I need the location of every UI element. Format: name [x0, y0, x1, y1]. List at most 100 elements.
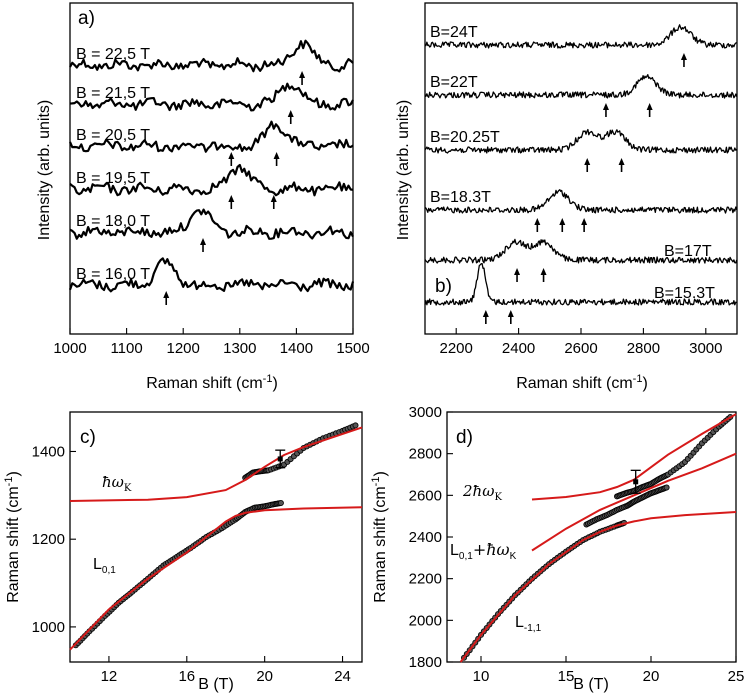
x-tick-label: 1200: [167, 340, 200, 357]
x-tick-label: 10: [473, 668, 490, 685]
panel-c-hwk-label: ħωK: [102, 473, 132, 494]
peak-arrow: [584, 158, 591, 165]
panel-d: d) 10 15 20 25 1800 2000 2200 2400 2600 2800 3000…: [370, 404, 744, 693]
panel-a-letter: a): [78, 8, 95, 29]
spectrum-trace: [424, 238, 738, 264]
spectrum-trace: [69, 208, 354, 240]
panel-d-ylabel: Raman shift (cm-1): [370, 471, 389, 603]
peak-arrow: [514, 268, 521, 275]
x-tick-label: 2600: [564, 340, 597, 357]
fit-curve: [531, 413, 737, 501]
x-tick-label: 3000: [689, 340, 722, 357]
spectrum-trace: [68, 120, 354, 153]
peak-arrow: [273, 152, 280, 159]
panel-a: a) B = 22,5 T B = 21,5 T B = 20,5 T B = 19,…: [36, 2, 370, 392]
y-tick-label: 3000: [409, 404, 442, 421]
peak-arrow: [163, 291, 170, 298]
x-tick-label: 25: [728, 668, 745, 685]
fit-curve: [69, 426, 363, 502]
spectrum-trace: [69, 163, 354, 197]
y-tick-label: 1200: [32, 531, 65, 548]
trace-label: B = 19,5 T: [76, 170, 150, 187]
panel-a-xlabel: Raman shift (cm-1): [146, 373, 278, 392]
spectrum-trace: [69, 39, 354, 73]
peak-arrow: [559, 218, 566, 225]
panel-d-yticks: 1800 2000 2200 2400 2600 2800 3000: [409, 404, 453, 671]
spectrum-trace: [424, 262, 737, 306]
spectrum-trace: [424, 189, 738, 214]
trace-label: B=24T: [430, 24, 478, 41]
panel-c-frame: [69, 411, 363, 663]
trace-label: B = 22,5 T: [76, 46, 150, 63]
panel-b-xlabel: Raman shift (cm-1): [516, 373, 648, 392]
y-tick-label: 1000: [32, 619, 65, 636]
spectrum-trace: [68, 257, 355, 293]
panel-a-ylabel: Intensity (arb. units): [36, 100, 53, 241]
trace-label: B=22T: [430, 74, 478, 91]
x-tick-label: 1300: [223, 340, 256, 357]
fit-curve: [531, 452, 737, 552]
peak-arrow: [507, 310, 514, 317]
panel-a-traces: B = 22,5 T B = 21,5 T B = 20,5 T B = 19,5 T…: [68, 39, 355, 305]
panel-a-xticks: 1000 1100 1200 1300 1400 1500: [53, 328, 370, 357]
panel-d-lsum-label: L0,1+ħωK: [450, 540, 517, 562]
x-tick-label: 1000: [53, 340, 86, 357]
panel-c-l01-label: L0,1: [93, 556, 116, 576]
panel-d-lm11-label: L-1,1: [515, 614, 542, 634]
trace-label: B = 21,5 T: [76, 85, 150, 102]
x-tick-label: 1400: [280, 340, 313, 357]
panel-b-xticks: 2200 2400 2600 2800 3000: [440, 328, 722, 357]
x-tick-label: 24: [334, 668, 351, 685]
peak-arrow: [299, 71, 306, 78]
y-tick-label: 2800: [409, 446, 442, 463]
peak-arrow: [482, 310, 489, 317]
panel-d-xticks: 10 15 20 25: [473, 656, 745, 685]
x-tick-label: 2800: [627, 340, 660, 357]
panel-c-yticks: 1000 1200 1400: [32, 443, 76, 636]
spectrum-trace: [69, 82, 354, 112]
x-tick-label: 16: [178, 668, 195, 685]
y-tick-label: 2200: [409, 571, 442, 588]
error-bar-point: [633, 479, 639, 485]
peak-arrow: [646, 103, 653, 110]
peak-arrow: [228, 195, 235, 202]
y-tick-label: 1400: [32, 443, 65, 460]
peak-arrow: [680, 53, 687, 60]
panel-d-letter: d): [456, 427, 473, 448]
trace-label: B = 18,0 T: [76, 213, 150, 230]
panel-b-traces: B=24T B=22T B=20.25T B=18.3T B=17T B=15.3T: [424, 24, 738, 324]
fit-curve: [459, 511, 737, 663]
panel-c-ylabel: Raman shift (cm-1): [3, 471, 22, 603]
peak-arrow: [602, 103, 609, 110]
y-tick-label: 2600: [409, 487, 442, 504]
peak-arrow: [581, 218, 588, 225]
x-tick-label: 1500: [336, 340, 369, 357]
peak-arrow: [540, 268, 547, 275]
fit-curve: [69, 506, 363, 651]
peak-arrow: [618, 158, 625, 165]
x-tick-label: 20: [643, 668, 660, 685]
x-tick-label: 15: [558, 668, 575, 685]
panel-b-ylabel: Intensity (arb. units): [395, 100, 412, 241]
peak-arrow: [270, 195, 277, 202]
y-tick-label: 1800: [409, 654, 442, 671]
panel-d-2hwk-label: 2ħωK: [462, 482, 502, 503]
spectrum-trace: [424, 128, 738, 154]
x-tick-label: 2200: [440, 340, 473, 357]
data-point: [663, 484, 670, 491]
x-tick-label: 12: [101, 668, 118, 685]
data-point: [277, 499, 284, 506]
data-point: [352, 422, 359, 429]
panel-c-xticks: 12 16 20 24: [101, 656, 351, 685]
x-tick-label: 20: [256, 668, 273, 685]
peak-arrow: [200, 238, 207, 245]
peak-arrow: [287, 110, 294, 117]
trace-label: B = 20,5 T: [76, 127, 150, 144]
y-tick-label: 2400: [409, 529, 442, 546]
trace-label: B=20.25T: [430, 129, 500, 146]
y-tick-label: 2000: [409, 612, 442, 629]
panel-c-letter: c): [80, 427, 96, 448]
trace-label: B = 16,0 T: [76, 266, 150, 283]
